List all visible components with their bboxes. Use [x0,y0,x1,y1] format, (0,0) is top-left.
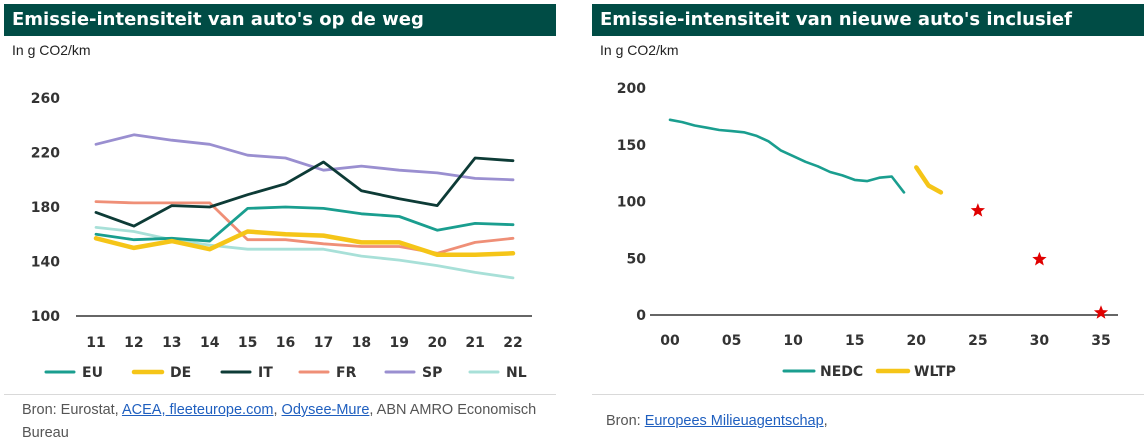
y-tick-label-100: 100 [617,195,646,211]
left-divider [4,394,556,395]
source-link-acea[interactable]: ACEA, fleeteurope.com [121,402,274,418]
source-link-odysee[interactable]: Odysee-Mure [281,402,370,418]
x-tick-label-25: 25 [968,333,987,349]
y-tick-label-100: 100 [31,309,60,325]
right-line-chart: 0 50 100 150 200 00 05 10 15 20 25 30 35 NEDC WLTP [617,81,1118,380]
x-tick-label-15: 15 [238,335,257,351]
right-source-prefix: Bron: [606,413,645,429]
x-tick-label-12: 12 [124,335,143,351]
y-tick-label-150: 150 [617,138,646,154]
series-line-sp [94,133,515,182]
left-unit-label: In g CO2/km [12,42,91,58]
x-tick-label-20: 20 [427,335,447,351]
legend-label-nl: NL [506,365,527,381]
x-tick-label-15: 15 [845,333,864,349]
left-source: Bron: Eurostat, ACEA, fleeteurope.com, O… [22,399,542,445]
x-tick-label-20: 20 [907,333,927,349]
x-tick-label-11: 11 [86,335,105,351]
series-line-it [94,156,515,228]
y-tick-label-260: 260 [31,91,60,107]
y-tick-label-180: 180 [31,200,60,216]
legend-label-fr: FR [336,365,357,381]
target-star-marker-1 [970,203,985,217]
x-tick-label-00: 00 [660,333,680,349]
series-line-eu [94,205,515,243]
x-tick-label-30: 30 [1030,333,1050,349]
left-source-comma: , [273,402,282,418]
target-star-marker-2 [1032,251,1047,266]
legend-label-wltp: WLTP [914,364,956,380]
y-tick-label-50: 50 [627,251,647,267]
left-source-prefix: Bron: Eurostat, [22,402,122,418]
series-line-de [93,229,516,257]
x-tick-label-35: 35 [1091,333,1110,349]
legend-label-de: DE [170,365,191,381]
right-source-suffix: , [823,413,828,429]
x-tick-label-17: 17 [314,335,333,351]
x-tick-label-05: 05 [722,333,741,349]
x-tick-label-18: 18 [352,335,371,351]
x-tick-label-16: 16 [276,335,295,351]
left-chart-title: Emissie-intensiteit van auto's op de weg [4,4,556,36]
right-source: Bron: Europees Milieuagentschap, [606,410,1126,433]
x-tick-label-19: 19 [390,335,409,351]
legend-label-nedc: NEDC [820,364,863,380]
x-tick-label-21: 21 [465,335,484,351]
left-line-chart: 100 140 180 220 260 11 12 13 14 15 16 17 18 19 20 21 22 E… [31,91,532,381]
x-tick-label-13: 13 [162,335,181,351]
left-panel: Emissie-intensiteit van auto's op de weg… [0,0,560,446]
target-star-marker-3 [1093,305,1109,319]
right-divider [592,394,1144,395]
legend-label-eu: EU [82,365,103,381]
series-line-fr [94,200,515,255]
y-tick-label-0: 0 [636,308,646,324]
x-tick-label-10: 10 [783,333,803,349]
source-link-eea[interactable]: Europees Milieuagentschap [644,413,824,429]
left-source-suffix: , ABN AMRO Economisch Bureau [22,402,537,441]
series-line-wltp [914,165,944,195]
legend-label-it: IT [258,365,273,381]
series-line-nedc [668,118,906,194]
right-panel: Emissie-intensiteit van nieuwe auto's in… [588,0,1146,446]
legend-label-sp: SP [422,365,442,381]
right-chart-title: Emissie-intensiteit van nieuwe auto's in… [592,4,1144,36]
y-tick-label-200: 200 [617,81,646,97]
right-unit-label: In g CO2/km [600,42,679,58]
x-tick-label-14: 14 [200,335,220,351]
y-tick-label-220: 220 [31,146,60,162]
x-tick-label-22: 22 [503,335,522,351]
y-tick-label-140: 140 [31,255,60,271]
